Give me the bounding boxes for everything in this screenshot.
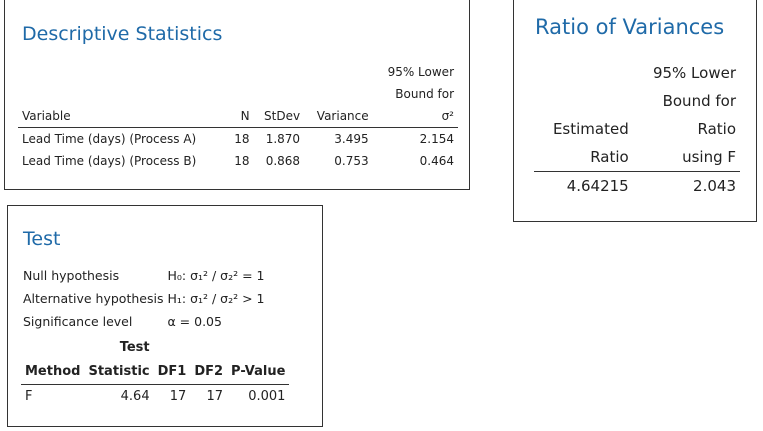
column-header: Estimated Ratio	[534, 59, 633, 172]
header-line: Estimated	[552, 120, 629, 138]
column-header: DF1	[153, 336, 191, 385]
cell: Lead Time (days) (Process B)	[22, 154, 197, 168]
cell: 17	[206, 389, 224, 404]
data-row: Lead Time (days) (Process A) 18 1.870 3.495…	[18, 128, 458, 151]
cell: 18	[234, 132, 250, 146]
column-header: Method	[21, 336, 85, 385]
column-header: 95% Lower Bound for σ²	[372, 61, 458, 128]
hypotheses: Null hypothesis H₀: σ₁² / σ₂² = 1 Alternat…	[21, 264, 266, 333]
column-header: 95% Lower Bound for Ratio using F	[632, 59, 740, 172]
cell: 4.64	[120, 389, 150, 404]
header-row: Method Test Statistic DF1 DF2 P-Value	[21, 336, 290, 385]
test-box: Test Null hypothesis H₀: σ₁² / σ₂² = 1 Alt…	[7, 205, 323, 427]
cell: F	[25, 389, 33, 404]
test-table: Method Test Statistic DF1 DF2 P-Value F 4.64 17 1…	[21, 336, 290, 410]
data-row: F 4.64 17 17 0.001	[21, 385, 289, 410]
ratio-table: Estimated Ratio 95% Lower Bound for Ratio usi…	[534, 59, 740, 200]
hypothesis-label: Null hypothesis	[23, 268, 120, 283]
header-line: σ²	[441, 109, 454, 123]
data-row: 4.64215 2.043	[534, 172, 740, 201]
ratio-box: Ratio of Variances Estimated Ratio 95% Low…	[513, 0, 757, 222]
hypothesis-row: Alternative hypothesis H₁: σ₁² / σ₂² > 1	[21, 287, 266, 310]
hypothesis-value: H₁: σ₁² / σ₂² > 1	[167, 291, 265, 306]
column-header: Variance	[304, 61, 373, 128]
cell: 18	[234, 154, 250, 168]
section-title: Ratio of Variances	[535, 15, 725, 39]
column-header: DF2	[190, 336, 228, 385]
header-row: Estimated Ratio 95% Lower Bound for Ratio usi…	[534, 59, 740, 172]
header-line: 95% Lower	[387, 65, 454, 79]
cell: 3.495	[334, 132, 369, 146]
cell: 2.043	[693, 177, 736, 195]
header-line: Bound for	[662, 92, 736, 110]
cell: Lead Time (days) (Process A)	[22, 132, 197, 146]
header-line: Statistic	[88, 364, 150, 379]
hypothesis-row: Significance level α = 0.05	[21, 310, 266, 333]
column-header: StDev	[253, 61, 305, 128]
cell: 2.154	[419, 132, 454, 146]
header-row: Variable N StDev Variance 95% Lower Bound for…	[18, 61, 458, 128]
header-line: Bound for	[395, 87, 454, 101]
section-title: Test	[23, 228, 61, 250]
descriptive-box: Descriptive Statistics Variable N StDev Var…	[4, 0, 470, 190]
header-line: 95% Lower	[652, 64, 736, 82]
header-line: Ratio	[697, 120, 736, 138]
hypothesis-label: Significance level	[23, 314, 133, 329]
cell: 0.868	[265, 154, 301, 168]
hypothesis-value: H₀: σ₁² / σ₂² = 1	[167, 268, 265, 283]
hypothesis-label: Alternative hypothesis	[23, 291, 164, 306]
stats-table: Variable N StDev Variance 95% Lower Bound for…	[18, 61, 458, 172]
cell: 17	[169, 389, 187, 404]
cell: 0.464	[419, 154, 454, 168]
cell: 4.64215	[566, 177, 629, 195]
hypothesis-value: α = 0.05	[167, 314, 222, 329]
cell: 1.870	[265, 132, 301, 146]
column-header: N	[226, 61, 254, 128]
section-title: Descriptive Statistics	[22, 23, 223, 45]
cell: 0.001	[248, 389, 286, 404]
header-line: Test	[119, 340, 150, 355]
data-row: Lead Time (days) (Process B) 18 0.868 0.753…	[18, 150, 458, 172]
cell: 0.753	[334, 154, 369, 168]
header-line: Ratio	[590, 148, 629, 166]
column-header: P-Value	[227, 336, 290, 385]
column-header: Test Statistic	[84, 336, 154, 385]
header-line: using F	[682, 148, 736, 166]
hypothesis-row: Null hypothesis H₀: σ₁² / σ₂² = 1	[21, 264, 266, 287]
column-header: Variable	[18, 61, 227, 128]
